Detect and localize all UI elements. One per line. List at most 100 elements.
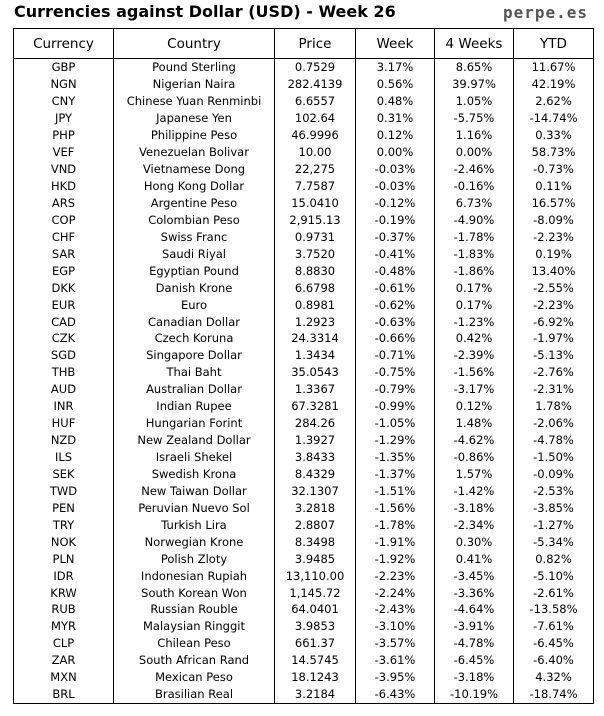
table-row: SEK Swedish Krona 8.4329 -1.37% 1.57% -0.09% bbox=[14, 465, 594, 483]
cell-price: 35.0543 bbox=[274, 363, 356, 381]
cell-ytd-change: -2.06% bbox=[513, 414, 594, 432]
cell-currency-code: SEK bbox=[52, 466, 75, 481]
table-row: CZK Czech Koruna 24.3314 -0.66% 0.42% -1.97% bbox=[14, 330, 594, 347]
table-row: CLP Chilean Peso 661.37 -3.57% -4.78% -6.45% bbox=[14, 634, 594, 652]
cell-country: Philippine Peso bbox=[113, 126, 275, 144]
cell-ytd-change: -5.13% bbox=[513, 346, 594, 364]
cell-currency-code: SGD bbox=[50, 348, 77, 363]
cell-4-weeks-change: -4.62% bbox=[434, 431, 514, 449]
cell-week-change: -1.35% bbox=[355, 448, 435, 466]
cell-4-weeks-change: -3.18% bbox=[434, 499, 514, 517]
cell-4-weeks-change: 1.05% bbox=[434, 92, 514, 110]
table-row: PHP Philippine Peso 46.9996 0.12% 1.16% 0.33% bbox=[14, 126, 594, 144]
cell-country: South Korean Won bbox=[113, 584, 275, 601]
cell-ytd-change: -2.53% bbox=[513, 482, 594, 500]
cell-4-weeks-change: 39.97% bbox=[434, 75, 514, 93]
cell-country: Euro bbox=[113, 296, 275, 314]
table-row: PEN Peruvian Nuevo Sol 3.2818 -1.56% -3.18% -… bbox=[14, 499, 594, 517]
cell-week-change: -1.51% bbox=[355, 482, 435, 500]
cell-price: 661.37 bbox=[274, 634, 356, 652]
cell-country: Czech Koruna bbox=[113, 330, 275, 347]
page-title: Currencies against Dollar (USD) - Week 2… bbox=[14, 2, 396, 21]
cell-price: 32.1307 bbox=[274, 482, 356, 500]
table-row: CHF Swiss Franc 0.9731 -0.37% -1.78% -2.23% bbox=[14, 228, 594, 246]
cell-price: 282.4139 bbox=[274, 75, 356, 93]
table-row: SAR Saudi Riyal 3.7520 -0.41% -1.83% 0.19% bbox=[14, 245, 594, 263]
cell-week-change: -0.79% bbox=[355, 380, 435, 398]
cell-4-weeks-change: -1.83% bbox=[434, 245, 514, 263]
cell-4-weeks-change: 8.65% bbox=[434, 58, 514, 76]
cell-week-change: 0.00% bbox=[355, 143, 435, 161]
table-row: PLN Polish Zloty 3.9485 -1.92% 0.41% 0.82% bbox=[14, 550, 594, 568]
table-row: TWD New Taiwan Dollar 32.1307 -1.51% -1.42% -… bbox=[14, 482, 594, 500]
cell-currency-code: HUF bbox=[51, 416, 76, 431]
cell-currency-code: GBP bbox=[51, 60, 76, 75]
cell-4-weeks-change: -3.17% bbox=[434, 380, 514, 398]
cell-4-weeks-change: 0.30% bbox=[434, 533, 514, 551]
cell-currency-code: RUB bbox=[51, 602, 76, 617]
cell-currency-code: CZK bbox=[51, 331, 76, 346]
cell-price: 3.2184 bbox=[274, 685, 356, 704]
cell-country: South African Rand bbox=[113, 651, 275, 669]
cell-ytd-change: 2.62% bbox=[513, 92, 594, 110]
cell-week-change: -0.19% bbox=[355, 211, 435, 229]
cell-ytd-change: -3.85% bbox=[513, 499, 594, 517]
cell-ytd-change: 16.57% bbox=[513, 194, 594, 212]
cell-week-change: -1.91% bbox=[355, 533, 435, 551]
cell-currency-code: NGN bbox=[50, 77, 77, 92]
cell-price: 18.1243 bbox=[274, 668, 356, 686]
cell-country: Pound Sterling bbox=[113, 58, 275, 76]
cell-ytd-change: -2.23% bbox=[513, 296, 594, 314]
cell-country: Malaysian Ringgit bbox=[113, 617, 275, 635]
cell-country: Peruvian Nuevo Sol bbox=[113, 499, 275, 517]
table-row: EGP Egyptian Pound 8.8830 -0.48% -1.86% 13.40… bbox=[14, 262, 594, 280]
cell-4-weeks-change: 1.57% bbox=[434, 465, 514, 483]
cell-country: Chinese Yuan Renminbi bbox=[113, 92, 275, 110]
table-row: IDR Indonesian Rupiah 13,110.00 -2.23% -3.45… bbox=[14, 567, 594, 585]
cell-country: Egyptian Pound bbox=[113, 262, 275, 280]
cell-4-weeks-change: 6.73% bbox=[434, 194, 514, 212]
currency-table: Currency Country Price Week 4 Weeks YTD … bbox=[13, 28, 594, 704]
cell-ytd-change: -13.58% bbox=[513, 601, 594, 618]
table-row: COP Colombian Peso 2,915.13 -0.19% -4.90% -8.… bbox=[14, 211, 594, 229]
cell-ytd-change: -2.76% bbox=[513, 363, 594, 381]
brand-logo-text: perpe.es bbox=[502, 3, 588, 22]
column-header-price: Price bbox=[274, 28, 356, 59]
table-row: NOK Norwegian Krone 8.3498 -1.91% 0.30% -5.34… bbox=[14, 533, 594, 551]
cell-country: Argentine Peso bbox=[113, 194, 275, 212]
cell-week-change: -0.03% bbox=[355, 160, 435, 178]
table-row: CAD Canadian Dollar 1.2923 -0.63% -1.23% -6.9… bbox=[14, 313, 594, 330]
cell-4-weeks-change: -4.64% bbox=[434, 601, 514, 618]
cell-price: 24.3314 bbox=[274, 330, 356, 347]
table-row: VEF Venezuelan Bolivar 10.00 0.00% 0.00% 58.7… bbox=[14, 143, 594, 161]
table-row: GBP Pound Sterling 0.7529 3.17% 8.65% 11.67% bbox=[14, 58, 594, 76]
cell-ytd-change: -2.61% bbox=[513, 584, 594, 601]
cell-currency-code: CAD bbox=[51, 314, 76, 329]
cell-4-weeks-change: -0.16% bbox=[434, 177, 514, 195]
cell-week-change: -3.10% bbox=[355, 617, 435, 635]
cell-ytd-change: 0.11% bbox=[513, 177, 594, 195]
table-row: NGN Nigerian Naira 282.4139 0.56% 39.97% 42.1… bbox=[14, 75, 594, 93]
table-row: HUF Hungarian Forint 284.26 -1.05% 1.48% -2.0… bbox=[14, 414, 594, 432]
table-row: JPY Japanese Yen 102.64 0.31% -5.75% -14.74% bbox=[14, 109, 594, 127]
cell-currency-code: EUR bbox=[51, 297, 76, 312]
cell-ytd-change: -2.31% bbox=[513, 380, 594, 398]
cell-country: Turkish Lira bbox=[113, 516, 275, 534]
cell-ytd-change: -5.10% bbox=[513, 567, 594, 585]
column-header-country: Country bbox=[113, 28, 275, 59]
cell-ytd-change: -4.78% bbox=[513, 431, 594, 449]
cell-price: 3.2818 bbox=[274, 499, 356, 517]
cell-currency-code: PLN bbox=[52, 551, 75, 566]
cell-currency-code: THB bbox=[51, 365, 76, 380]
cell-currency-code: CNY bbox=[51, 94, 76, 109]
cell-4-weeks-change: -1.86% bbox=[434, 262, 514, 280]
cell-country: Colombian Peso bbox=[113, 211, 275, 229]
cell-currency-code: PEN bbox=[52, 500, 75, 515]
cell-currency-code: MYR bbox=[51, 619, 76, 634]
cell-week-change: -0.66% bbox=[355, 330, 435, 347]
cell-price: 67.3281 bbox=[274, 397, 356, 415]
cell-week-change: -3.57% bbox=[355, 634, 435, 652]
cell-week-change: -6.43% bbox=[355, 685, 435, 704]
cell-4-weeks-change: -2.46% bbox=[434, 160, 514, 178]
cell-price: 8.8830 bbox=[274, 262, 356, 280]
